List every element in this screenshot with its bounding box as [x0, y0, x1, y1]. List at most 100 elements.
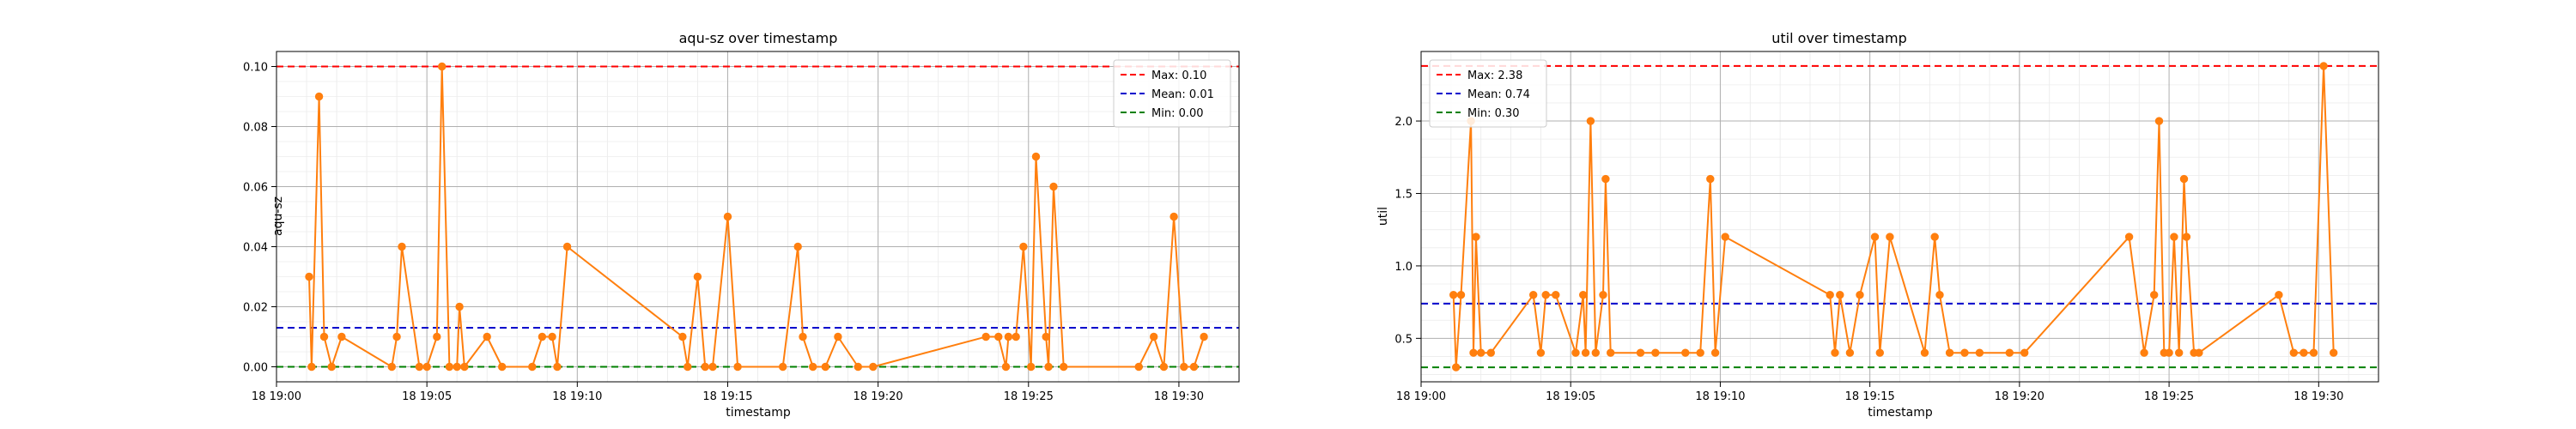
data-point: [433, 332, 441, 341]
data-point: [387, 362, 396, 372]
data-point: [1170, 212, 1178, 221]
data-point: [1710, 348, 1720, 357]
x-tick-label: 18 19:15: [1845, 390, 1895, 403]
data-point: [2170, 233, 2178, 241]
data-point: [2300, 348, 2308, 357]
data-point: [2124, 233, 2134, 241]
data-point: [528, 362, 537, 372]
data-point: [854, 362, 862, 372]
y-tick-label: 1.0: [1394, 261, 1413, 274]
data-point: [1856, 291, 1864, 299]
data-point: [2020, 348, 2029, 357]
data-point: [1060, 362, 1068, 372]
data-point: [1826, 291, 1834, 299]
data-point: [1945, 348, 1954, 357]
data-point: [1960, 348, 1969, 357]
x-axis-label: timestamp: [726, 406, 791, 420]
x-tick-label: 18 19:30: [1154, 390, 1204, 403]
data-point: [415, 362, 424, 372]
data-point: [1586, 117, 1595, 125]
data-point: [809, 362, 817, 372]
data-point: [981, 332, 990, 341]
data-point: [398, 242, 406, 251]
x-tick-label: 18 19:30: [2293, 390, 2343, 403]
x-tick-label: 18 19:05: [1546, 390, 1595, 403]
data-point: [1581, 348, 1590, 357]
legend-entry-label: Mean: 0.01: [1151, 88, 1214, 101]
data-point: [2150, 291, 2159, 299]
data-point: [553, 362, 562, 372]
data-point: [1599, 291, 1607, 299]
data-point: [1870, 233, 1880, 241]
data-point: [422, 362, 431, 372]
y-tick-label: 2.0: [1394, 116, 1413, 129]
data-point: [2182, 233, 2191, 241]
x-axis-label: timestamp: [1868, 406, 1933, 420]
data-point: [2165, 348, 2173, 357]
data-point: [1189, 362, 1199, 372]
data-point: [305, 272, 313, 281]
data-point: [1004, 332, 1013, 341]
y-axis-label: aqu-sz: [271, 196, 285, 236]
data-point: [1721, 233, 1729, 241]
data-point: [455, 302, 464, 311]
data-point: [1027, 362, 1036, 372]
data-point: [1845, 348, 1855, 357]
data-point: [733, 362, 742, 372]
data-point: [1541, 291, 1550, 299]
data-point: [1449, 291, 1458, 299]
data-point: [1920, 348, 1929, 357]
data-point: [1975, 348, 1984, 357]
data-point: [327, 362, 336, 372]
data-point: [1591, 348, 1601, 357]
data-point: [1200, 332, 1208, 341]
data-point: [779, 362, 787, 372]
data-point: [319, 332, 329, 341]
data-point: [1472, 233, 1480, 241]
data-point: [2140, 348, 2148, 357]
data-point: [2289, 348, 2299, 357]
data-point: [1930, 233, 1939, 241]
x-tick-label: 18 19:00: [252, 390, 301, 403]
data-point: [1019, 242, 1028, 251]
y-axis-label: util: [1376, 207, 1390, 226]
data-point: [683, 362, 692, 372]
data-point: [498, 362, 507, 372]
data-point: [1044, 362, 1053, 372]
y-tick-label: 0.04: [243, 242, 268, 255]
legend: Max: 0.10 Mean: 0.01 Min: 0.00: [1113, 59, 1231, 128]
data-point: [1001, 362, 1011, 372]
y-tick-label: 1.5: [1394, 188, 1413, 201]
data-point: [2330, 348, 2338, 357]
data-point: [1150, 332, 1158, 341]
y-tick-label: 0.02: [243, 302, 268, 315]
data-point: [438, 62, 447, 71]
data-point: [1486, 348, 1496, 357]
data-point: [678, 332, 687, 341]
data-point: [1134, 362, 1143, 372]
data-point: [1696, 348, 1704, 357]
data-point: [562, 242, 572, 251]
chart-util: util over timestamp 18 19:00 18 19:05 18 1…: [1376, 30, 2379, 420]
data-point: [2179, 174, 2189, 184]
y-tick-label: 0.10: [243, 62, 268, 75]
x-tick-label: 18 19:10: [1695, 390, 1745, 403]
data-point: [337, 332, 346, 341]
legend-box: [1113, 59, 1231, 128]
data-point: [1875, 348, 1885, 357]
chart-aqu-sz: aqu-sz over timestamp 18 19:00 18 19:05 18…: [243, 30, 1240, 420]
data-point: [314, 92, 324, 101]
data-point: [1469, 348, 1478, 357]
data-point: [453, 362, 461, 372]
x-tick-label: 18 19:00: [1396, 390, 1446, 403]
data-point: [1042, 332, 1050, 341]
x-tick-label: 18 19:20: [1995, 390, 2044, 403]
data-point: [1012, 332, 1020, 341]
legend-entry-label: Mean: 0.74: [1467, 88, 1530, 101]
data-point: [2175, 348, 2184, 357]
y-tick-label: 0.06: [243, 182, 268, 195]
data-point: [2195, 348, 2203, 357]
data-point: [821, 362, 829, 372]
x-tick-label: 18 19:25: [2144, 390, 2194, 403]
